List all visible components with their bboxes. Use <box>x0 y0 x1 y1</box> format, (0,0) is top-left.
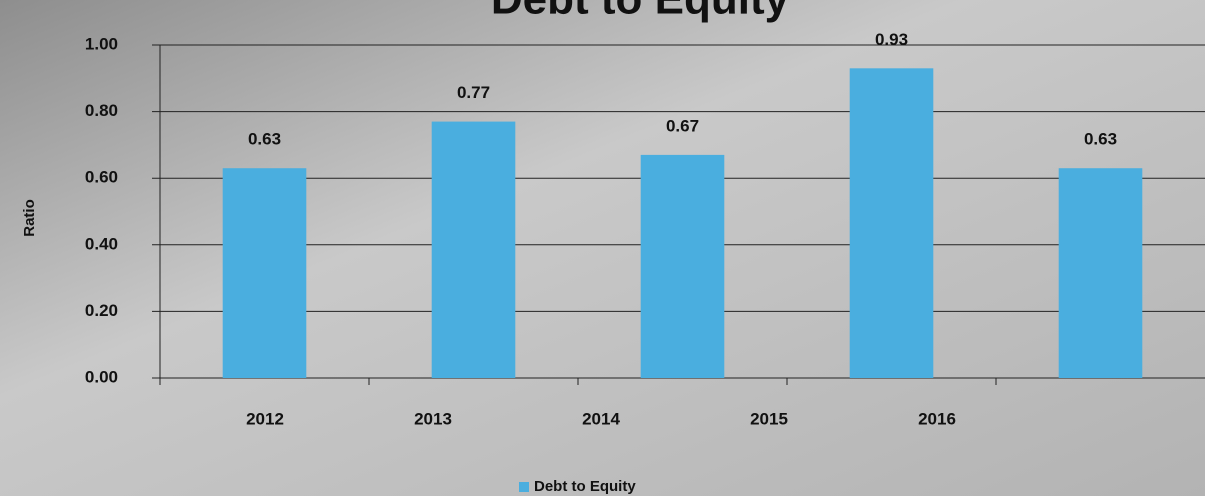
y-tick-label: 0.20 <box>85 301 118 320</box>
x-tick-label: 2014 <box>582 409 620 428</box>
y-tick-label: 0.60 <box>85 168 118 187</box>
bar <box>432 122 516 378</box>
bar <box>1059 168 1143 378</box>
y-tick-label: 0.00 <box>85 367 118 386</box>
data-label: 0.67 <box>666 116 699 135</box>
x-tick-label: 2015 <box>750 409 788 428</box>
y-tick-label: 1.00 <box>85 34 118 53</box>
legend-label: Debt to Equity <box>534 478 636 495</box>
x-tick-label: 2016 <box>918 409 956 428</box>
y-axis-label: Ratio <box>21 199 38 237</box>
bar <box>850 68 934 378</box>
data-label: 0.63 <box>1084 130 1117 149</box>
chart-title: Debt to Equity <box>491 0 790 24</box>
bar <box>641 155 725 378</box>
x-tick-label: 2013 <box>414 409 452 428</box>
chart: Debt to Equity Ratio 0.00 0.20 0.40 0.60 0.8… <box>0 0 1205 496</box>
legend-swatch <box>519 482 529 492</box>
data-label: 0.63 <box>248 130 281 149</box>
y-tick-label: 0.80 <box>85 101 118 120</box>
y-tick-label: 0.40 <box>85 234 118 253</box>
data-label: 0.77 <box>457 83 490 102</box>
data-label: 0.93 <box>875 30 908 49</box>
bar <box>223 168 307 378</box>
x-tick-label: 2012 <box>246 409 284 428</box>
